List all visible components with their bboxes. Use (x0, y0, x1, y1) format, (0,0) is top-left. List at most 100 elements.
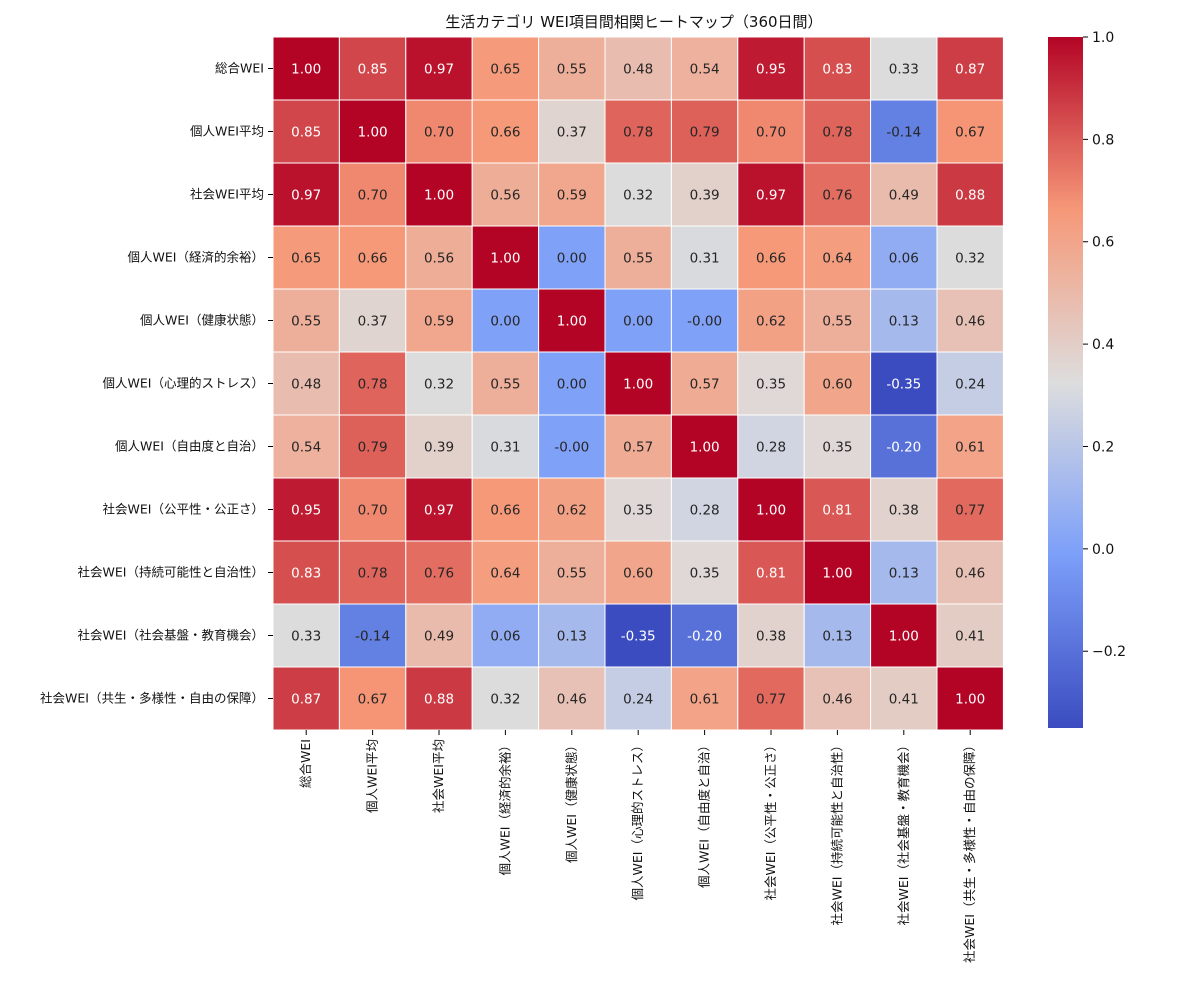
heatmap-cell (538, 225, 606, 290)
cell-value-label: 0.87 (955, 62, 985, 78)
cell-value-label: 0.49 (424, 629, 454, 645)
heatmap-cell (272, 162, 340, 227)
heatmap-cell (936, 225, 1004, 290)
heatmap-cell (272, 603, 340, 668)
heatmap-cell (670, 162, 739, 227)
heatmap-cell (670, 288, 739, 353)
cell-value-label: 0.95 (756, 62, 786, 78)
heatmap-cell (272, 540, 340, 605)
cell-value-label: 0.56 (424, 251, 454, 267)
cell-value-label: 0.35 (623, 503, 653, 519)
cell-value-label: 0.70 (424, 125, 454, 141)
cell-value-label: 0.67 (955, 125, 985, 141)
cell-value-label: -0.00 (687, 314, 722, 330)
cell-value-label: 0.32 (424, 377, 454, 393)
heatmap-cell (405, 540, 473, 605)
cell-value-label: 0.59 (557, 188, 587, 204)
cell-value-label: 0.54 (690, 62, 720, 78)
cell-value-label: 0.97 (291, 188, 321, 204)
heatmap-cell (936, 162, 1004, 227)
cell-value-label: 0.00 (557, 377, 587, 393)
cell-value-label: 0.31 (690, 251, 720, 267)
heatmap-cell (405, 414, 473, 479)
heatmap-cell (471, 540, 540, 605)
cell-value-label: 0.33 (889, 62, 919, 78)
heatmap-cell (870, 477, 938, 542)
cell-value-label: 0.00 (490, 314, 520, 330)
heatmap-cell (870, 99, 938, 164)
colorbar-tick-label: 1.0 (1092, 30, 1114, 46)
cell-value-label: 0.48 (291, 377, 321, 393)
cell-value-label: 0.55 (557, 566, 587, 582)
cell-value-label: 0.60 (623, 566, 653, 582)
heatmap-cell (338, 477, 407, 542)
cell-value-label: 1.00 (889, 629, 919, 645)
cell-value-label: 0.06 (490, 629, 520, 645)
cell-value-label: 0.33 (291, 629, 321, 645)
heatmap-cell (936, 666, 1004, 731)
cell-value-label: 1.00 (424, 188, 454, 204)
heatmap-cell (803, 540, 872, 605)
row-label: 個人WEI（経済的余裕） (128, 250, 264, 265)
row-label: 総合WEI (215, 61, 264, 76)
cell-value-label: 0.35 (822, 440, 852, 456)
heatmap-cell (471, 477, 540, 542)
cell-value-label: 0.35 (690, 566, 720, 582)
cell-value-label: 1.00 (690, 440, 720, 456)
cell-value-label: -0.20 (687, 629, 722, 645)
heatmap-cell (538, 477, 606, 542)
cell-value-label: 1.00 (557, 314, 587, 330)
colorbar-tick-label: 0.6 (1092, 235, 1114, 251)
cell-value-label: 0.57 (690, 377, 720, 393)
heatmap-cell (471, 351, 540, 416)
cell-value-label: 0.66 (490, 125, 520, 141)
cell-value-label: 0.31 (490, 440, 520, 456)
heatmap-cell (405, 225, 473, 290)
cell-value-label: 0.06 (889, 251, 919, 267)
heatmap-cell (272, 477, 340, 542)
heatmap-cell (471, 36, 540, 101)
cell-value-label: 0.88 (424, 692, 454, 708)
cell-value-label: 0.55 (623, 251, 653, 267)
cell-value-label: 0.88 (955, 188, 985, 204)
heatmap-cell (405, 36, 473, 101)
cell-value-label: 0.77 (955, 503, 985, 519)
colorbar-tick-label: 0.0 (1092, 542, 1114, 558)
cell-value-label: 0.13 (889, 566, 919, 582)
heatmap-cell (936, 477, 1004, 542)
heatmap-cell (803, 225, 872, 290)
heatmap-cell (870, 540, 938, 605)
heatmap-cell (737, 666, 805, 731)
cell-value-label: 0.39 (690, 188, 720, 204)
heatmap-cell (405, 288, 473, 353)
cell-value-label: 0.59 (424, 314, 454, 330)
cell-value-label: 0.00 (557, 251, 587, 267)
heatmap-cell (737, 477, 805, 542)
colorbar: −0.2 0.0 0.2 0.4 0.6 0.8 1.0 (1048, 30, 1126, 728)
cell-value-label: 0.97 (424, 62, 454, 78)
heatmap-cell (604, 414, 672, 479)
row-label: 社会WEI（共生・多様性・自由の保障） (40, 691, 264, 706)
colorbar-tick-label: 0.8 (1092, 132, 1114, 148)
cell-value-label: 0.55 (822, 314, 852, 330)
cell-value-label: 0.46 (955, 566, 985, 582)
heatmap-cell (471, 603, 540, 668)
cell-value-label: 0.46 (955, 314, 985, 330)
cell-value-label: 0.54 (291, 440, 321, 456)
cell-value-label: 0.66 (756, 251, 786, 267)
heatmap-cell (538, 99, 606, 164)
column-label: 個人WEI（自由度と自治） (697, 739, 712, 888)
heatmap-cell (604, 603, 672, 668)
heatmap-cell (803, 99, 872, 164)
cell-value-label: 0.13 (557, 629, 587, 645)
cell-value-label: 0.56 (490, 188, 520, 204)
column-label: 個人WEI（心理的ストレス） (630, 739, 645, 900)
cell-value-label: -0.00 (554, 440, 589, 456)
heatmap-cell (604, 36, 672, 101)
cell-value-label: 0.57 (623, 440, 653, 456)
cell-value-label: 0.66 (358, 251, 388, 267)
heatmap-cell (538, 666, 606, 731)
heatmap-cell (604, 225, 672, 290)
